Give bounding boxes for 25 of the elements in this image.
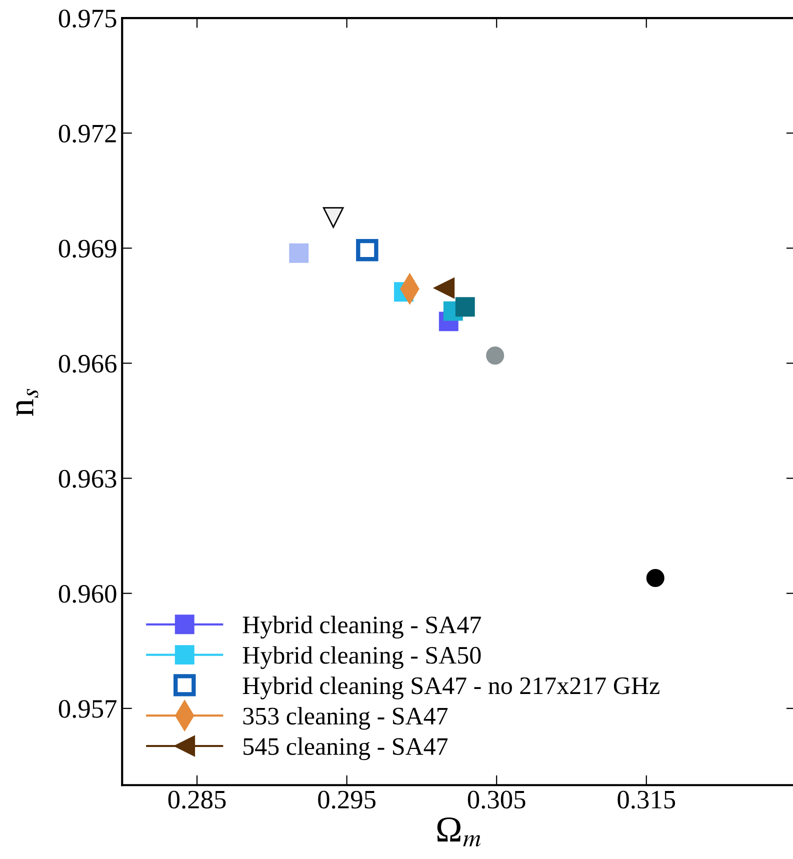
- legend-label: Hybrid cleaning - SA47: [242, 616, 481, 639]
- point: [486, 346, 504, 365]
- x-tick-label: 0.295: [318, 790, 376, 809]
- x-axis-title: Ω$_{m}$: [437, 818, 481, 846]
- point: [646, 568, 664, 588]
- legend-label: Hybrid cleaning - SA50: [242, 646, 481, 669]
- point: [455, 297, 475, 317]
- y-tick-label: 0.963: [58, 470, 116, 488]
- y-tick-label: 0.960: [58, 584, 116, 603]
- y-axis-title: n$_{s}$: [16, 388, 38, 416]
- point: [289, 243, 309, 263]
- y-tick-label: 0.966: [58, 354, 116, 373]
- x-tick-label: 0.305: [468, 790, 526, 809]
- y-tick-label: 0.972: [58, 124, 116, 143]
- point: [434, 278, 455, 298]
- legend-label: 353 cleaning - SA47: [243, 706, 448, 730]
- legend-label: 545 cleaning - SA47: [244, 737, 448, 760]
- x-tick-label: 0.285: [168, 790, 226, 809]
- point: [356, 238, 378, 262]
- y-tick-label: 0.975: [58, 10, 116, 28]
- x-tick-label: 0.315: [618, 790, 676, 809]
- legend-label: Hybrid cleaning SA47 - no 217x217 GHz: [242, 676, 660, 700]
- point: [322, 207, 344, 228]
- y-tick-label: 0.969: [58, 240, 116, 258]
- y-tick-label: 0.957: [58, 700, 116, 718]
